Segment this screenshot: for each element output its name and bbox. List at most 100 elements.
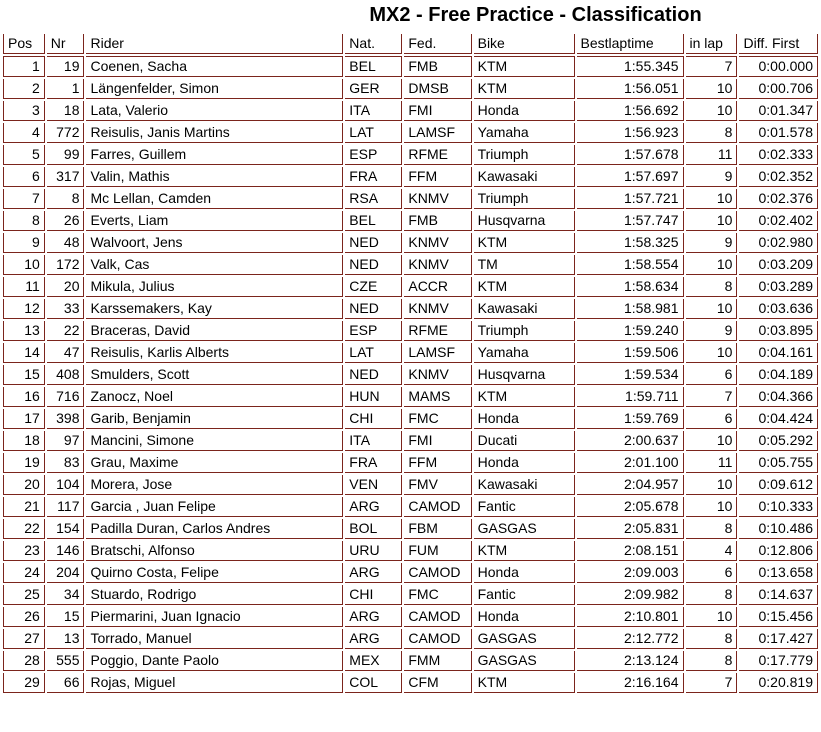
cell-nat: ITA bbox=[345, 431, 403, 451]
cell-rider: Grau, Maxime bbox=[86, 453, 344, 473]
cell-nat: RSA bbox=[345, 189, 403, 209]
cell-nat: GER bbox=[345, 79, 403, 99]
table-row: 17 398 Garib, Benjamin CHI FMC Honda 1:59.769 6… bbox=[3, 409, 818, 429]
cell-bike: Honda bbox=[473, 101, 575, 121]
cell-bestlaptime: 1:56.923 bbox=[576, 123, 684, 143]
cell-pos: 11 bbox=[3, 277, 45, 297]
cell-pos: 10 bbox=[3, 255, 45, 275]
cell-nr: 408 bbox=[46, 365, 85, 385]
cell-bestlaptime: 1:58.325 bbox=[576, 233, 684, 253]
cell-bestlaptime: 2:01.100 bbox=[576, 453, 684, 473]
cell-pos: 8 bbox=[3, 211, 45, 231]
cell-in-lap: 10 bbox=[685, 299, 738, 319]
cell-nat: NED bbox=[345, 299, 403, 319]
cell-in-lap: 8 bbox=[685, 629, 738, 649]
cell-nr: 104 bbox=[46, 475, 85, 495]
cell-nr: 97 bbox=[46, 431, 85, 451]
cell-nr: 317 bbox=[46, 167, 85, 187]
cell-nat: CZE bbox=[345, 277, 403, 297]
cell-nat: ESP bbox=[345, 321, 403, 341]
cell-bestlaptime: 1:57.747 bbox=[576, 211, 684, 231]
cell-nr: 18 bbox=[46, 101, 85, 121]
cell-rider: Reisulis, Janis Martins bbox=[86, 123, 344, 143]
cell-rider: Valin, Mathis bbox=[86, 167, 344, 187]
cell-diff-first: 0:10.333 bbox=[739, 497, 818, 517]
cell-nat: ARG bbox=[345, 497, 403, 517]
cell-nat: ARG bbox=[345, 629, 403, 649]
cell-in-lap: 4 bbox=[685, 541, 738, 561]
cell-nr: 716 bbox=[46, 387, 85, 407]
cell-in-lap: 8 bbox=[685, 651, 738, 671]
cell-diff-first: 0:20.819 bbox=[739, 673, 818, 693]
title-bar: MX2 - Free Practice - Classification bbox=[0, 4, 821, 27]
cell-nat: LAT bbox=[345, 123, 403, 143]
cell-rider: Smulders, Scott bbox=[86, 365, 344, 385]
table-row: 18 97 Mancini, Simone ITA FMI Ducati 2:00.637 1… bbox=[3, 431, 818, 451]
cell-bike: KTM bbox=[473, 541, 575, 561]
column-header-rider: Rider bbox=[86, 34, 344, 54]
cell-nat: LAT bbox=[345, 343, 403, 363]
cell-in-lap: 8 bbox=[685, 123, 738, 143]
cell-diff-first: 0:02.352 bbox=[739, 167, 818, 187]
cell-fed: KNMV bbox=[404, 189, 472, 209]
cell-fed: FMM bbox=[404, 651, 472, 671]
cell-pos: 24 bbox=[3, 563, 45, 583]
cell-nat: FRA bbox=[345, 167, 403, 187]
table-row: 28 555 Poggio, Dante Paolo MEX FMM GASGAS 2:13… bbox=[3, 651, 818, 671]
cell-fed: KNMV bbox=[404, 365, 472, 385]
cell-diff-first: 0:14.637 bbox=[739, 585, 818, 605]
cell-fed: LAMSF bbox=[404, 343, 472, 363]
cell-fed: KNMV bbox=[404, 299, 472, 319]
cell-diff-first: 0:10.486 bbox=[739, 519, 818, 539]
cell-bike: Husqvarna bbox=[473, 365, 575, 385]
cell-nat: NED bbox=[345, 365, 403, 385]
cell-in-lap: 9 bbox=[685, 167, 738, 187]
cell-bike: Triumph bbox=[473, 189, 575, 209]
cell-nat: HUN bbox=[345, 387, 403, 407]
cell-bestlaptime: 1:59.240 bbox=[576, 321, 684, 341]
cell-diff-first: 0:03.636 bbox=[739, 299, 818, 319]
cell-diff-first: 0:01.578 bbox=[739, 123, 818, 143]
cell-rider: Farres, Guillem bbox=[86, 145, 344, 165]
cell-pos: 21 bbox=[3, 497, 45, 517]
cell-nat: NED bbox=[345, 233, 403, 253]
table-row: 5 99 Farres, Guillem ESP RFME Triumph 1:57.678… bbox=[3, 145, 818, 165]
cell-nat: CHI bbox=[345, 409, 403, 429]
table-row: 15 408 Smulders, Scott NED KNMV Husqvarna 1:59… bbox=[3, 365, 818, 385]
column-header-nr: Nr bbox=[46, 34, 85, 54]
cell-fed: FFM bbox=[404, 167, 472, 187]
cell-pos: 26 bbox=[3, 607, 45, 627]
cell-diff-first: 0:02.402 bbox=[739, 211, 818, 231]
cell-rider: Karssemakers, Kay bbox=[86, 299, 344, 319]
table-row: 3 18 Lata, Valerio ITA FMI Honda 1:56.692 10 0:0… bbox=[3, 101, 818, 121]
table-row: 8 26 Everts, Liam BEL FMB Husqvarna 1:57.747 10… bbox=[3, 211, 818, 231]
cell-in-lap: 10 bbox=[685, 497, 738, 517]
cell-in-lap: 10 bbox=[685, 343, 738, 363]
cell-rider: Torrado, Manuel bbox=[86, 629, 344, 649]
cell-fed: LAMSF bbox=[404, 123, 472, 143]
cell-bestlaptime: 2:09.003 bbox=[576, 563, 684, 583]
cell-bestlaptime: 2:16.164 bbox=[576, 673, 684, 693]
cell-in-lap: 8 bbox=[685, 585, 738, 605]
cell-nr: 772 bbox=[46, 123, 85, 143]
cell-fed: CAMOD bbox=[404, 563, 472, 583]
table-row: 13 22 Braceras, David ESP RFME Triumph 1:59.24… bbox=[3, 321, 818, 341]
cell-pos: 17 bbox=[3, 409, 45, 429]
cell-bike: Yamaha bbox=[473, 123, 575, 143]
cell-pos: 18 bbox=[3, 431, 45, 451]
cell-bestlaptime: 1:59.769 bbox=[576, 409, 684, 429]
cell-nr: 47 bbox=[46, 343, 85, 363]
cell-nr: 146 bbox=[46, 541, 85, 561]
cell-rider: Zanocz, Noel bbox=[86, 387, 344, 407]
cell-rider: Bratschi, Alfonso bbox=[86, 541, 344, 561]
cell-pos: 9 bbox=[3, 233, 45, 253]
cell-bike: KTM bbox=[473, 233, 575, 253]
cell-in-lap: 11 bbox=[685, 145, 738, 165]
cell-fed: KNMV bbox=[404, 233, 472, 253]
cell-bike: Triumph bbox=[473, 145, 575, 165]
table-row: 21 117 Garcia , Juan Felipe ARG CAMOD Fantic 2… bbox=[3, 497, 818, 517]
cell-pos: 27 bbox=[3, 629, 45, 649]
cell-fed: DMSB bbox=[404, 79, 472, 99]
column-header-pos: Pos bbox=[3, 34, 45, 54]
